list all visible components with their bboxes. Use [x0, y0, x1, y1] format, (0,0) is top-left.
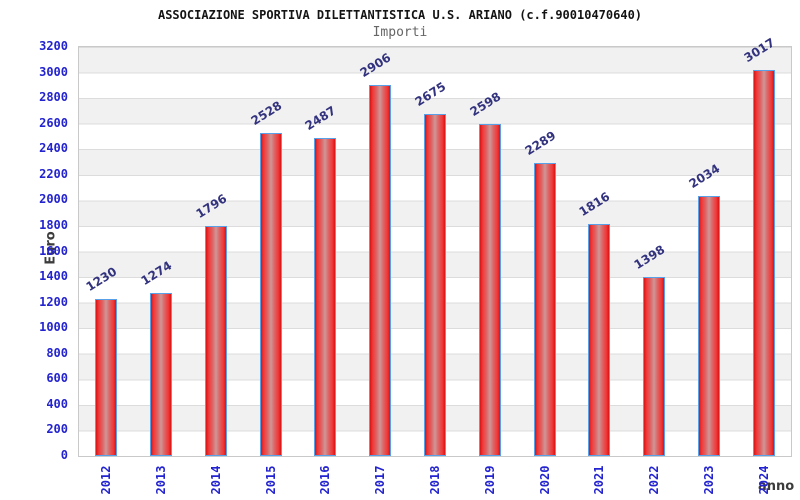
y-tick-label-800: 800 [46, 345, 68, 360]
bar-value-label: 1230 [83, 264, 120, 294]
bar-value-label: 2675 [412, 79, 449, 110]
x-tick-label-2014: 2014 [208, 465, 223, 495]
x-tick-label-2019: 2019 [482, 465, 497, 495]
plot-area: 1230 1274 1796 2528 2487 2906 2675 2598 2289 1816… [78, 36, 792, 457]
bar-value-label: 2528 [248, 98, 285, 128]
bar-2013 [150, 293, 173, 456]
bar-2012 [95, 298, 118, 456]
x-tick-label-2021: 2021 [592, 465, 607, 495]
bar-value-label: 1816 [576, 189, 613, 219]
x-tick-label-2020: 2020 [537, 465, 552, 495]
x-axis-title: anno [758, 479, 795, 494]
bar-2014 [204, 226, 227, 456]
x-tick-label-2013: 2013 [154, 465, 169, 495]
x-tick-label-2012: 2012 [99, 465, 114, 495]
bar-value-label: 2289 [522, 128, 558, 159]
y-tick-label-2400: 2400 [39, 141, 68, 156]
bar-2020 [533, 163, 556, 456]
y-tick-label-1400: 1400 [39, 269, 68, 284]
chart-title: ASSOCIAZIONE SPORTIVA DILETTANTISTICA U.… [157, 8, 643, 22]
x-tick-label-2017: 2017 [373, 465, 388, 495]
y-tick-label-2200: 2200 [39, 166, 68, 181]
y-tick-label-3200: 3200 [39, 39, 68, 53]
x-tick-label-2016: 2016 [318, 465, 333, 495]
bar-2016 [314, 138, 337, 456]
bar-2022 [643, 277, 666, 456]
y-tick-label-400: 400 [46, 396, 68, 411]
x-tick-label-2015: 2015 [263, 465, 278, 495]
bar-value-label: 2598 [467, 89, 504, 119]
y-tick-label-1000: 1000 [39, 320, 68, 335]
bar-2023 [697, 196, 720, 456]
x-tick-label-2022: 2022 [647, 465, 662, 495]
y-tick-label-1200: 1200 [39, 294, 68, 309]
y-tick-label-3000: 3000 [39, 64, 68, 79]
chart-subtitle: Importi [372, 25, 428, 40]
bar-2019 [478, 123, 501, 456]
y-tick-label-600: 600 [46, 371, 68, 386]
x-tick-label-2024: 2024 [756, 465, 771, 495]
bar-value-label: 1796 [193, 191, 230, 222]
bar-2024 [752, 70, 775, 456]
bar-2021 [588, 223, 611, 456]
bar-2015 [259, 132, 282, 456]
y-tick-label-2800: 2800 [39, 90, 68, 105]
y-tick-label-200: 200 [46, 422, 68, 437]
y-tick-label-2600: 2600 [39, 115, 68, 130]
y-tick-label-0: 0 [60, 448, 68, 462]
x-tick-label-2023: 2023 [701, 465, 716, 495]
bar-value-label: 2487 [303, 103, 339, 134]
y-tick-label-1600: 1600 [39, 243, 68, 258]
y-tick-label-2000: 2000 [39, 192, 68, 207]
bar-2017 [369, 84, 392, 456]
bar-value-label: 2906 [357, 50, 394, 80]
bar-value-label: 3017 [741, 35, 777, 66]
bar-2018 [424, 114, 446, 456]
y-tick-label-1800: 1800 [39, 217, 68, 232]
bar-value-label: 2034 [686, 161, 723, 192]
x-tick-label-2018: 2018 [428, 465, 442, 495]
bar-value-label: 1274 [138, 258, 175, 289]
bar-value-label: 1398 [631, 242, 668, 273]
